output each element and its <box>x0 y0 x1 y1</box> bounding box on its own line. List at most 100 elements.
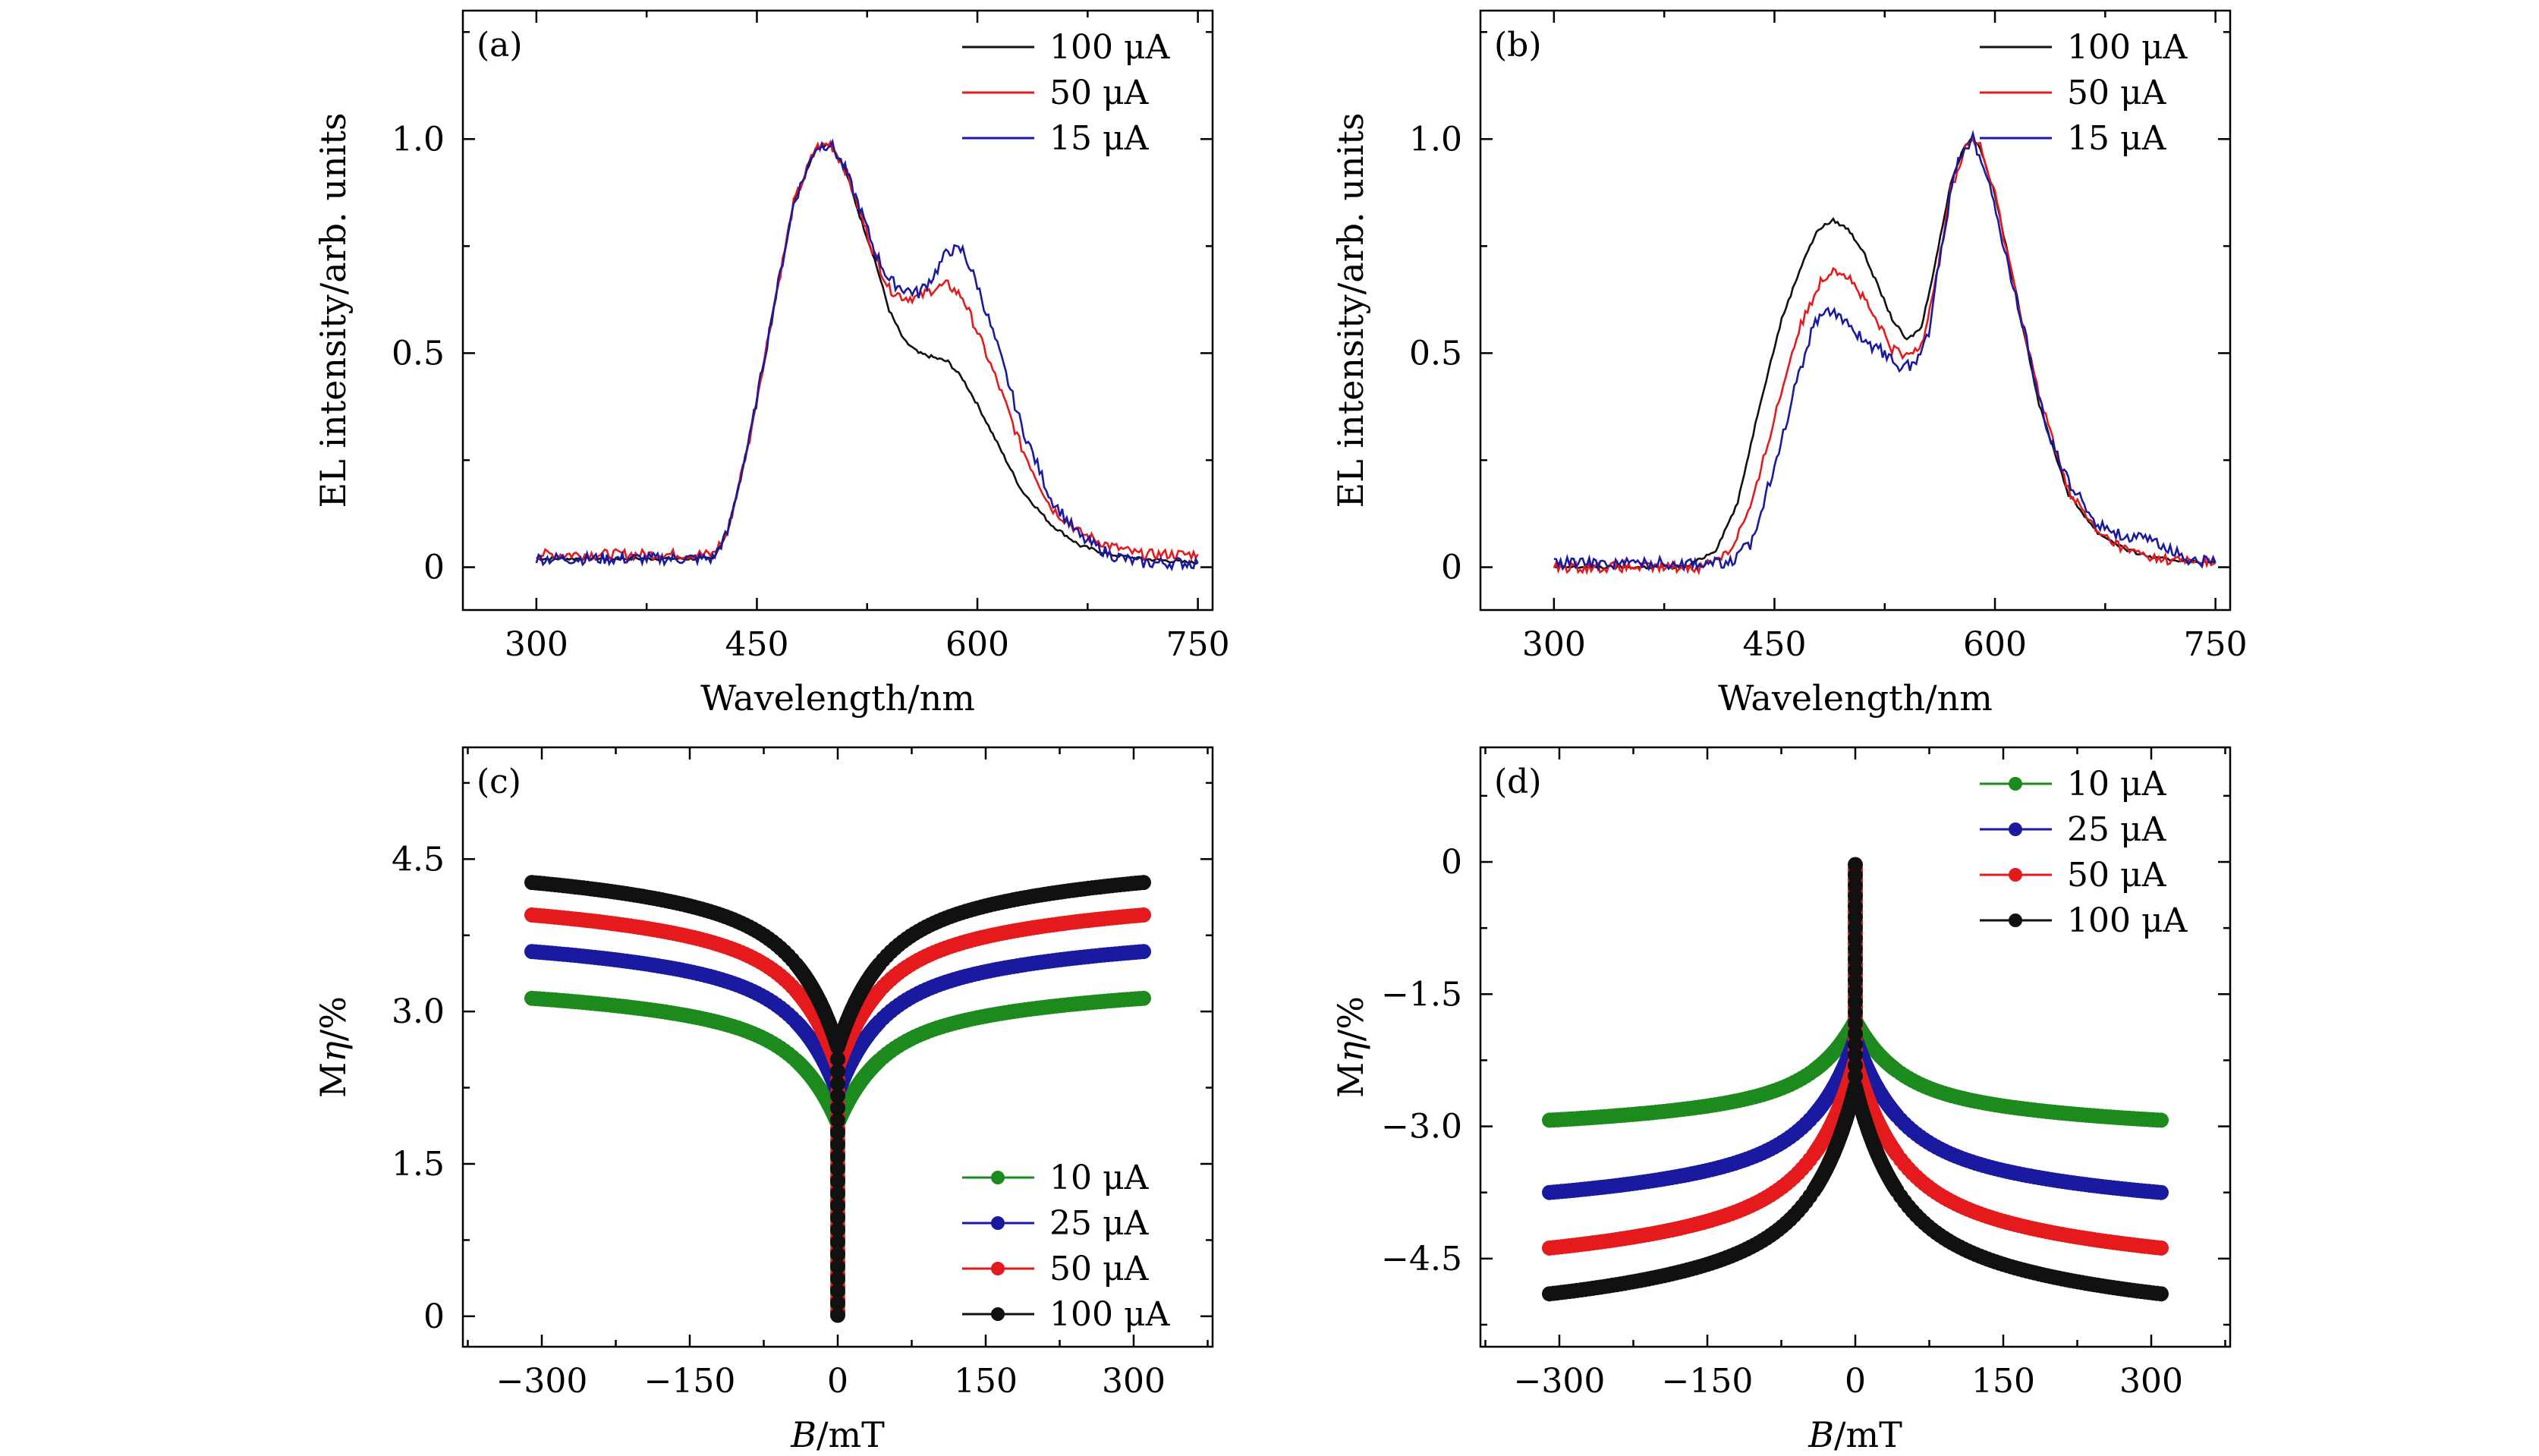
y-tick-label: −1.5 <box>1381 975 1462 1014</box>
legend-marker <box>2009 777 2022 791</box>
data-point <box>1848 1015 1863 1031</box>
legend-label: 25 μA <box>2067 810 2167 849</box>
legend-marker <box>991 1216 1005 1230</box>
y-tick-label: 0.5 <box>1409 334 1462 373</box>
data-point <box>1848 962 1863 978</box>
data-point <box>830 1247 845 1263</box>
data-point <box>870 1016 885 1032</box>
data-point <box>1887 1105 1902 1121</box>
x-tick-label: 300 <box>2119 1362 2183 1401</box>
data-point <box>1887 1180 1902 1196</box>
x-tick-label: 300 <box>1522 625 1586 664</box>
data-point <box>1136 907 1151 923</box>
y-axis-title: EL intensity/arb. units <box>1330 113 1371 508</box>
data-point <box>830 1149 845 1165</box>
data-point <box>1848 942 1863 958</box>
data-point <box>830 1076 845 1092</box>
x-tick-label: 600 <box>945 625 1009 664</box>
legend-label: 50 μA <box>1049 1250 1150 1288</box>
data-point <box>1848 899 1863 915</box>
data-point <box>2154 1184 2169 1200</box>
legend-marker <box>2009 822 2022 836</box>
data-point <box>1848 1036 1863 1052</box>
x-tick-label: 150 <box>1971 1362 2035 1401</box>
data-point <box>2154 1240 2169 1256</box>
panel-a: 300 450 600 750 0 0.5 1.0 Wavelength/nm EL inten… <box>313 9 1230 719</box>
data-point <box>1848 1079 1863 1095</box>
y-tick-label: 0.5 <box>392 334 445 373</box>
data-point <box>870 986 885 1002</box>
data-point <box>830 1039 845 1055</box>
series-line-2 <box>535 138 1199 572</box>
plot-area <box>535 138 1199 572</box>
legend-label: 50 μA <box>1049 74 1150 112</box>
legend-label: 10 μA <box>1049 1159 1150 1197</box>
x-axis-title: B/mT <box>790 1414 885 1455</box>
data-point <box>830 1259 845 1275</box>
data-point <box>1848 973 1863 989</box>
legend-label: 50 μA <box>2067 74 2167 112</box>
data-point <box>1848 920 1863 936</box>
data-point <box>1848 888 1863 904</box>
y-axis-title: EL intensity/arb. units <box>313 113 354 508</box>
y-axis-title: Mη/% <box>313 996 354 1098</box>
legend-label: 15 μA <box>1049 119 1150 158</box>
legend-marker <box>991 1171 1005 1184</box>
data-point <box>1848 994 1863 1010</box>
data-point <box>830 1137 845 1153</box>
plot-frame <box>461 9 1214 612</box>
x-tick-label: −150 <box>1662 1362 1754 1401</box>
data-point <box>1848 910 1863 926</box>
legend-marker <box>991 1307 1005 1321</box>
data-point <box>1848 1026 1863 1042</box>
legend-label: 50 μA <box>2067 856 2167 895</box>
data-point <box>2154 1286 2169 1302</box>
y-tick-label: 1.0 <box>1409 120 1462 159</box>
x-tick-label: 300 <box>505 625 568 664</box>
data-point <box>1848 1058 1863 1074</box>
y-tick-label: 0 <box>423 549 445 587</box>
panel-c: −300 −150 0 150 300 0 1.5 3.0 4.5 B/mT Mη/% (c) 10 μ… <box>313 746 1214 1455</box>
x-axis-title: Wavelength/nm <box>700 678 975 719</box>
y-tick-label: 0 <box>1441 549 1462 587</box>
plot-area <box>1542 857 2169 1302</box>
x-tick-label: −300 <box>496 1362 588 1401</box>
legend-label: 25 μA <box>1049 1204 1150 1243</box>
data-point <box>1848 1068 1863 1084</box>
series-3 <box>1542 857 2169 1302</box>
legend-label: 100 μA <box>2067 901 2188 940</box>
x-axis-title: B/mT <box>1808 1414 1902 1455</box>
y-tick-label: 0 <box>1441 843 1462 882</box>
legend-marker <box>2009 914 2022 927</box>
y-tick-label: 3.0 <box>392 992 445 1031</box>
data-point <box>1848 878 1863 894</box>
data-point <box>830 1209 845 1225</box>
plot-area <box>524 875 1151 1323</box>
data-point <box>1848 867 1863 883</box>
plot-frame <box>1479 9 2232 612</box>
x-tick-label: 750 <box>1166 625 1230 664</box>
data-point <box>1848 857 1863 873</box>
y-tick-label: −4.5 <box>1381 1240 1462 1278</box>
y-tick-label: 1.5 <box>392 1145 445 1184</box>
x-tick-label: −300 <box>1514 1362 1606 1401</box>
x-tick-label: −150 <box>644 1362 736 1401</box>
data-point <box>1848 931 1863 947</box>
y-tick-label: 0 <box>423 1297 445 1336</box>
data-point <box>830 1271 845 1287</box>
panel-label: (b) <box>1494 26 1542 64</box>
data-point <box>830 1173 845 1189</box>
data-point <box>1136 944 1151 960</box>
data-point <box>830 1307 845 1323</box>
panel-d: −300 −150 0 150 300 −4.5 −3.0 −1.5 0 B/mT Mη/% (d) 1… <box>1330 746 2232 1455</box>
x-tick-label: 450 <box>725 625 788 664</box>
data-point <box>830 1295 845 1311</box>
data-point <box>1848 1047 1863 1063</box>
data-point <box>830 1222 845 1238</box>
legend-label: 100 μA <box>1049 28 1171 67</box>
data-point <box>830 1112 845 1128</box>
data-point <box>1136 990 1151 1006</box>
data-point <box>1887 1143 1902 1159</box>
y-tick-label: −3.0 <box>1381 1108 1462 1146</box>
